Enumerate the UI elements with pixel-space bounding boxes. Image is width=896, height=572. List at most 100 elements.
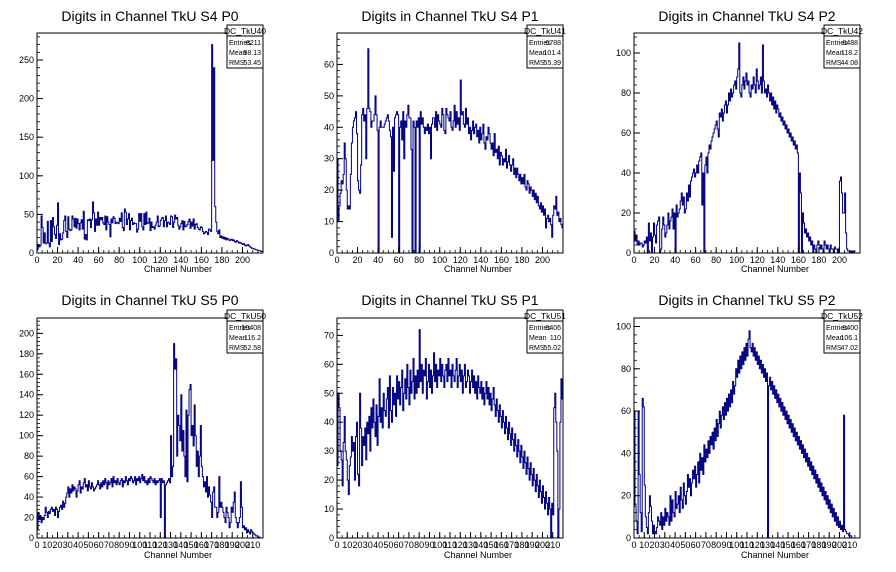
x-tick-label: 140 [770, 540, 785, 550]
x-tick-label: 30 [660, 540, 670, 550]
histogram-panel: Digits in Channel TkU S4 P10 20 40 60 80 100 1… [324, 8, 566, 274]
stats-label: Mean [826, 50, 844, 57]
histogram-panel: Digits in Channel TkU S5 P20 10 20 30 40 50 60… [616, 292, 863, 560]
stats-label: RMS [529, 345, 545, 352]
x-tick-label: 60 [94, 255, 104, 265]
x-tick-label: 180 [514, 255, 529, 265]
y-tick-label: 50 [324, 91, 334, 101]
x-tick-label: 40 [73, 255, 83, 265]
stats-value: 118.2 [841, 50, 858, 57]
x-tick-label: 100 [729, 255, 744, 265]
y-tick-label: 20 [324, 185, 334, 195]
y-tick-label: 20 [324, 475, 334, 485]
y-tick-label: 60 [324, 59, 334, 69]
stats-label: Mean [229, 50, 247, 57]
x-tick-label: 200 [235, 255, 250, 265]
chart-title: Digits in Channel TkU S4 P0 [61, 8, 238, 24]
x-tick-label: 130 [163, 540, 178, 550]
stats-value: 101.4 [543, 50, 561, 57]
x-tick-label: 160 [791, 540, 806, 550]
y-tick-label: 40 [24, 492, 34, 502]
x-axis-label: Channel Number [144, 264, 212, 274]
x-tick-label: 20 [353, 540, 363, 550]
x-tick-label: 200 [535, 255, 550, 265]
x-tick-label: 0 [631, 540, 636, 550]
x-tick-label: 70 [701, 540, 711, 550]
chart-title: Digits in Channel TkU S5 P1 [361, 292, 538, 308]
x-tick-label: 40 [73, 540, 83, 550]
x-tick-label: 0 [631, 255, 636, 265]
x-tick-label: 180 [214, 255, 229, 265]
x-tick-label: 80 [711, 255, 721, 265]
x-axis-label: Channel Number [444, 550, 512, 560]
y-tick-label: 0 [626, 248, 631, 258]
stats-value: 8406 [545, 325, 561, 332]
y-tick-label: 0 [329, 248, 334, 258]
x-tick-label: 80 [414, 540, 424, 550]
x-axis-label: Channel Number [741, 264, 809, 274]
x-tick-label: 20 [650, 255, 660, 265]
y-tick-label: 140 [19, 390, 34, 400]
x-axis-label: Channel Number [144, 550, 212, 560]
x-tick-label: 200 [535, 540, 550, 550]
x-tick-label: 160 [194, 255, 209, 265]
x-tick-label: 100 [132, 540, 147, 550]
y-tick-label: 180 [19, 349, 34, 359]
x-tick-label: 60 [94, 540, 104, 550]
x-tick-label: 20 [650, 540, 660, 550]
stats-label: Mean [529, 50, 547, 57]
y-tick-label: 160 [19, 369, 34, 379]
stats-label: RMS [529, 60, 545, 67]
stats-value: 10408 [242, 325, 262, 332]
x-tick-label: 30 [63, 540, 73, 550]
stats-name: DC_TkU41 [524, 26, 566, 36]
x-axis-label: Channel Number [741, 550, 809, 560]
stats-label: Entries [529, 40, 551, 47]
stats-value: 116.2 [244, 335, 261, 342]
x-tick-label: 120 [453, 255, 468, 265]
stats-name: DC_TkU51 [524, 311, 566, 321]
stats-name: DC_TkU42 [821, 26, 863, 36]
x-tick-label: 0 [334, 540, 339, 550]
x-tick-label: 100 [432, 255, 447, 265]
y-tick-label: 30 [324, 446, 334, 456]
y-tick-label: 100 [616, 321, 631, 331]
y-tick-label: 70 [324, 330, 334, 340]
y-tick-label: 0 [29, 533, 34, 543]
x-tick-label: 70 [104, 540, 114, 550]
x-tick-label: 190 [225, 540, 240, 550]
stats-value: 8400 [842, 325, 858, 332]
x-tick-label: 140 [173, 540, 188, 550]
x-tick-label: 180 [811, 540, 826, 550]
x-tick-label: 200 [832, 255, 847, 265]
x-tick-label: 190 [525, 540, 540, 550]
x-tick-label: 180 [514, 540, 529, 550]
stats-box [823, 24, 861, 69]
stats-name: DC_TkU50 [224, 311, 266, 321]
stats-label: Mean [229, 335, 247, 342]
stats-box [823, 309, 861, 354]
x-tick-label: 80 [114, 255, 124, 265]
histogram-panel: Digits in Channel TkU S5 P00 10 20 30 40 50 60… [19, 292, 266, 560]
y-tick-label: 60 [324, 359, 334, 369]
stats-value: 98.13 [243, 50, 261, 57]
stats-value: 53.45 [243, 60, 261, 67]
x-tick-label: 40 [373, 540, 383, 550]
y-tick-label: 100 [19, 431, 34, 441]
stats-value: 110 [550, 335, 561, 342]
x-tick-label: 20 [353, 255, 363, 265]
x-tick-label: 150 [484, 540, 499, 550]
histogram-series-line [36, 343, 263, 539]
x-tick-label: 40 [670, 540, 680, 550]
x-tick-label: 30 [363, 540, 373, 550]
y-tick-label: 0 [626, 533, 631, 543]
y-tick-label: 60 [621, 406, 631, 416]
histogram-series-line [633, 42, 860, 254]
x-tick-label: 160 [494, 540, 509, 550]
x-tick-label: 120 [453, 540, 468, 550]
x-tick-label: 210 [545, 540, 560, 550]
y-tick-label: 80 [621, 88, 631, 98]
x-tick-label: 120 [750, 255, 765, 265]
stats-box [526, 309, 564, 354]
y-tick-label: 200 [19, 328, 34, 338]
